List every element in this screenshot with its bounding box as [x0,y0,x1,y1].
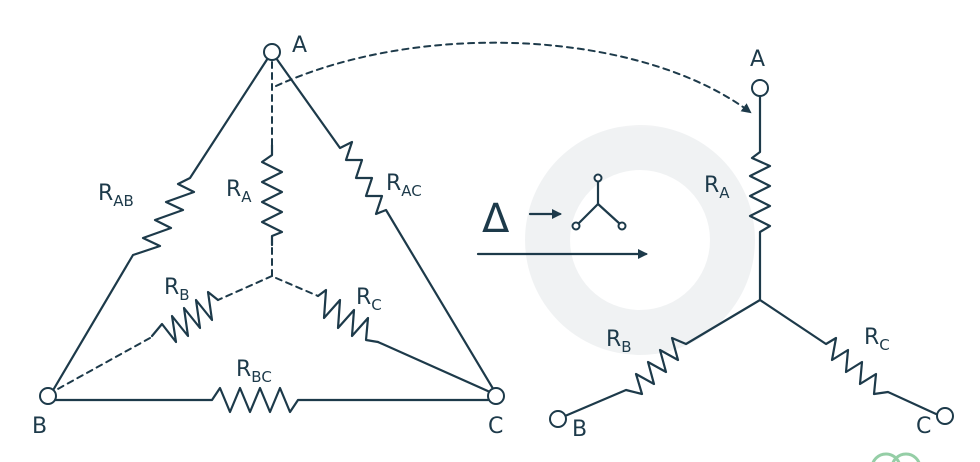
star-label-r-c: RC [864,325,890,354]
star-wire-c [758,298,938,416]
inner-resistor-a [260,143,284,247]
corner-logo [871,452,921,462]
delta-label-b: B [32,414,47,439]
delta-wire-ab [50,56,270,394]
delta-node-c [487,387,505,405]
star-wire-b [563,298,762,418]
star-symbol-icon [571,173,627,231]
star-label-r-b: RB [606,327,632,356]
label-r-bc: RBC [236,357,272,386]
label-r-a-inner: RA [226,177,252,206]
inner-resistor-b [150,290,220,344]
star-label-b: B [572,417,587,442]
delta-symbol: Δ [482,196,510,242]
transform-indicator: Δ [476,173,648,259]
delta-label-c: C [488,414,503,439]
inner-resistor-c [316,288,380,344]
background-watermark [525,125,755,355]
inner-dash-center-b [217,275,273,301]
star-node-c [936,407,954,425]
delta-network: A B C RAB RAC RBC RA RB RC [32,33,505,439]
delta-node-b [39,387,57,405]
delta-wire-bc [53,386,490,414]
star-label-a: A [750,47,765,72]
star-node-a [751,79,769,97]
delta-node-a [263,43,281,61]
label-r-ab: RAB [98,181,134,210]
star-network: A B C RA RB RC [549,47,954,442]
inner-dash-b-node [55,337,151,391]
star-label-c: C [916,414,931,439]
delta-wire-ac [274,56,497,394]
label-r-c-inner: RC [356,285,382,314]
star-wire-a [748,94,772,302]
inner-wire-c-node [376,340,492,394]
inner-dash-center-c [275,277,319,297]
node-a-mapping-arrow [275,41,752,114]
delta-label-a: A [292,33,307,58]
label-r-b-inner: RB [164,275,190,304]
star-label-r-a: RA [704,173,730,202]
label-r-ac: RAC [386,171,422,200]
star-node-b [549,410,567,428]
